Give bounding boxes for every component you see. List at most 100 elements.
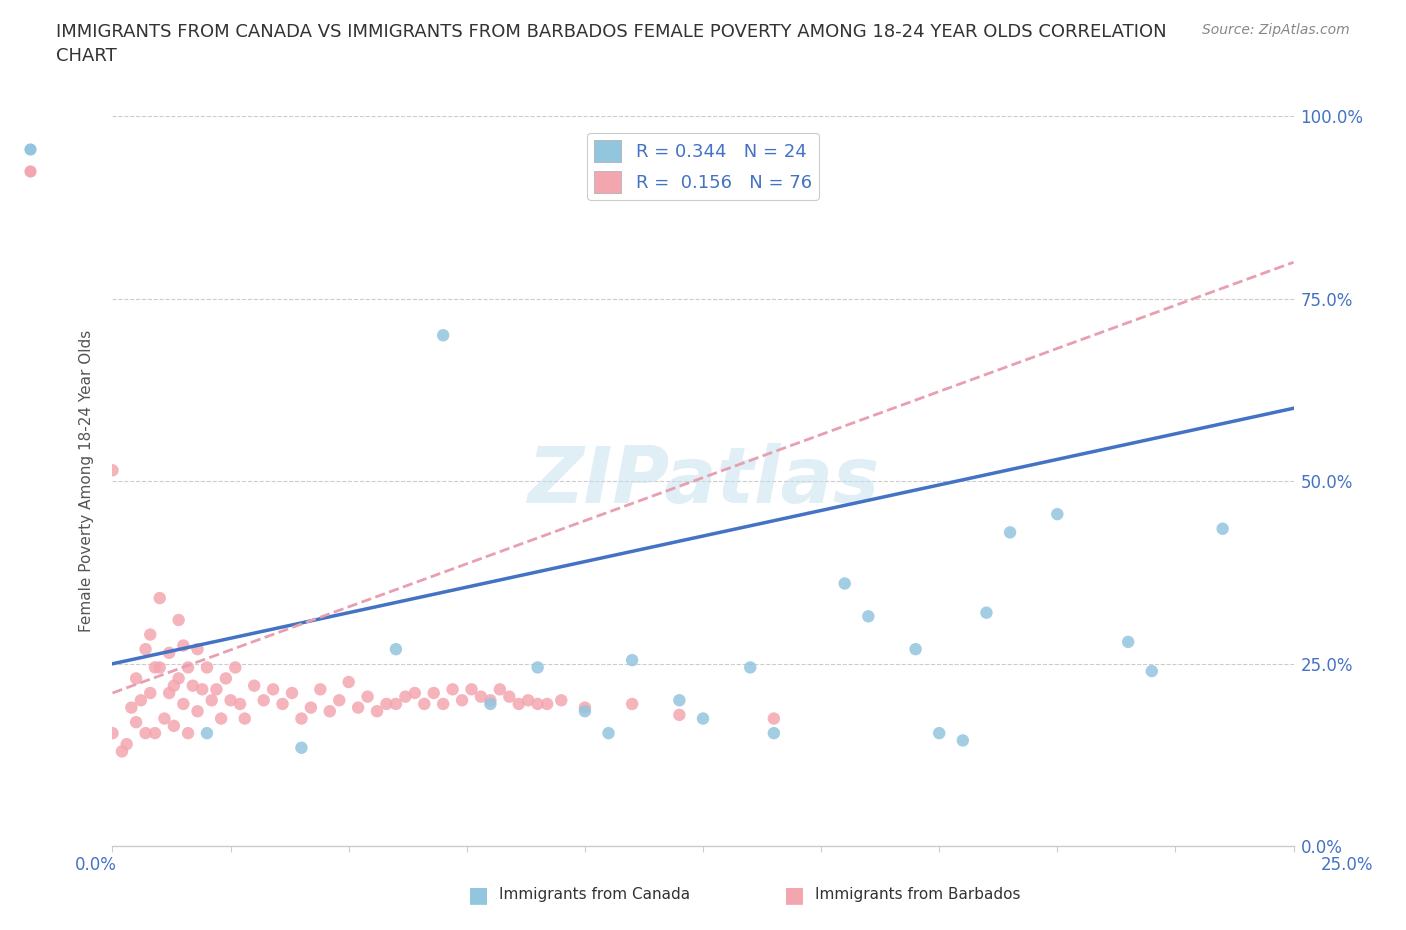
- Point: [233, 711, 256, 726]
- Point: [858, 609, 880, 624]
- Point: [385, 697, 408, 711]
- Point: [998, 525, 1021, 539]
- Point: [668, 693, 690, 708]
- Point: [432, 328, 454, 343]
- Point: [115, 737, 138, 751]
- Point: [163, 718, 186, 733]
- Point: [299, 700, 322, 715]
- Text: Immigrants from Barbados: Immigrants from Barbados: [815, 887, 1021, 902]
- Point: [413, 697, 436, 711]
- Point: [394, 689, 416, 704]
- Point: [281, 685, 304, 700]
- Point: [460, 682, 482, 697]
- Point: [172, 638, 194, 653]
- Text: Source: ZipAtlas.com: Source: ZipAtlas.com: [1202, 23, 1350, 37]
- Point: [219, 693, 242, 708]
- Point: [319, 704, 342, 719]
- Point: [139, 685, 162, 700]
- Point: [205, 682, 228, 697]
- Point: [290, 711, 312, 726]
- Point: [215, 671, 238, 685]
- Point: [201, 693, 224, 708]
- Point: [508, 697, 530, 711]
- Point: [224, 660, 246, 675]
- Point: [125, 715, 148, 730]
- Point: [904, 642, 927, 657]
- Point: [517, 693, 540, 708]
- Point: [526, 697, 548, 711]
- Point: [441, 682, 464, 697]
- Point: [834, 576, 856, 591]
- Point: [668, 708, 690, 723]
- Point: [209, 711, 232, 726]
- Point: [129, 693, 152, 708]
- Point: [740, 660, 762, 675]
- Point: [157, 645, 180, 660]
- Point: [143, 660, 166, 675]
- Point: [489, 682, 512, 697]
- Point: [404, 685, 426, 700]
- Point: [195, 725, 218, 740]
- Point: [1140, 664, 1163, 679]
- Point: [762, 725, 785, 740]
- Point: [195, 660, 218, 675]
- Point: [337, 674, 360, 689]
- Text: 25.0%: 25.0%: [1320, 856, 1374, 873]
- Point: [328, 693, 350, 708]
- Point: [167, 671, 190, 685]
- Point: [167, 613, 190, 628]
- Point: [574, 704, 596, 719]
- Point: [976, 605, 998, 620]
- Point: [181, 678, 204, 693]
- Point: [101, 463, 124, 478]
- Point: [157, 685, 180, 700]
- Point: [356, 689, 378, 704]
- Text: IMMIGRANTS FROM CANADA VS IMMIGRANTS FROM BARBADOS FEMALE POVERTY AMONG 18-24 YE: IMMIGRANTS FROM CANADA VS IMMIGRANTS FRO…: [56, 23, 1167, 65]
- Point: [101, 725, 124, 740]
- Point: [243, 678, 266, 693]
- Point: [135, 642, 157, 657]
- Text: ■: ■: [785, 884, 804, 905]
- Point: [574, 700, 596, 715]
- Point: [262, 682, 284, 697]
- Point: [309, 682, 332, 697]
- Point: [229, 697, 252, 711]
- Point: [366, 704, 388, 719]
- Text: ZIPatlas: ZIPatlas: [527, 444, 879, 519]
- Point: [139, 627, 162, 642]
- Point: [952, 733, 974, 748]
- Point: [422, 685, 444, 700]
- Point: [253, 693, 276, 708]
- Point: [550, 693, 572, 708]
- Point: [172, 697, 194, 711]
- Point: [928, 725, 950, 740]
- Text: 0.0%: 0.0%: [75, 856, 117, 873]
- Legend: R = 0.344   N = 24, R =  0.156   N = 76: R = 0.344 N = 24, R = 0.156 N = 76: [586, 133, 820, 200]
- Point: [186, 642, 208, 657]
- Text: ■: ■: [468, 884, 488, 905]
- Point: [120, 700, 142, 715]
- Point: [163, 678, 186, 693]
- Point: [385, 642, 408, 657]
- Point: [621, 653, 644, 668]
- Point: [498, 689, 520, 704]
- Text: Immigrants from Canada: Immigrants from Canada: [499, 887, 690, 902]
- Point: [149, 591, 172, 605]
- Point: [536, 697, 558, 711]
- Point: [526, 660, 548, 675]
- Point: [692, 711, 714, 726]
- Point: [479, 693, 502, 708]
- Point: [271, 697, 294, 711]
- Point: [451, 693, 474, 708]
- Point: [479, 697, 502, 711]
- Point: [135, 725, 157, 740]
- Point: [1116, 634, 1139, 649]
- Point: [191, 682, 214, 697]
- Y-axis label: Female Poverty Among 18-24 Year Olds: Female Poverty Among 18-24 Year Olds: [79, 330, 94, 632]
- Point: [111, 744, 134, 759]
- Point: [149, 660, 172, 675]
- Point: [186, 704, 208, 719]
- Point: [1212, 522, 1234, 537]
- Point: [177, 725, 200, 740]
- Point: [177, 660, 200, 675]
